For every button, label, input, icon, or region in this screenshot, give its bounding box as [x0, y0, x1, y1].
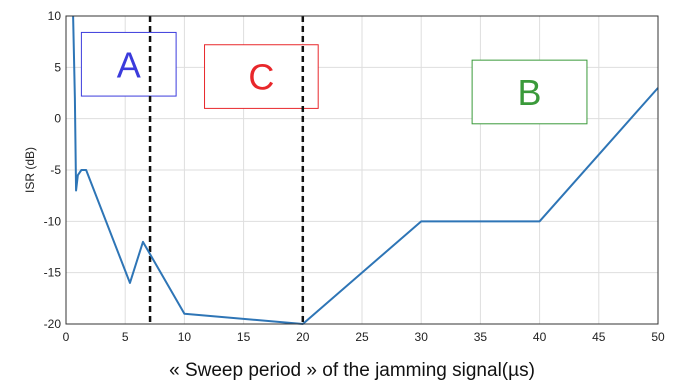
- x-tick-label: 25: [355, 330, 369, 344]
- isr-series-line: [72, 15, 659, 325]
- x-tick-label: 5: [122, 330, 129, 344]
- y-tick-label: -15: [44, 266, 62, 280]
- x-tick-label: 20: [296, 330, 310, 344]
- x-axis-label: « Sweep period » of the jamming signal(µ…: [169, 360, 535, 381]
- y-tick-label: 5: [54, 60, 61, 74]
- region-a-label: A: [117, 44, 141, 85]
- x-tick-label: 45: [592, 330, 606, 344]
- region-b-label: B: [518, 72, 542, 113]
- plot-frame: [65, 15, 659, 325]
- x-tick-label: 30: [415, 330, 429, 344]
- y-tick-label: -20: [44, 317, 62, 331]
- x-tick-label: 0: [63, 330, 70, 344]
- y-tick-label: 0: [54, 112, 61, 126]
- region-a-box: [80, 31, 177, 97]
- x-tick-label: 50: [651, 330, 665, 344]
- region-c-label: C: [248, 57, 274, 98]
- y-tick-label: -5: [50, 163, 61, 177]
- x-tick-label: 35: [474, 330, 488, 344]
- x-tick-label: 15: [237, 330, 251, 344]
- y-axis-label: ISR (dB): [23, 147, 37, 193]
- region-boundaries: [148, 16, 305, 324]
- y-tick-label: -10: [44, 214, 62, 228]
- x-tick-label: 10: [178, 330, 192, 344]
- x-tick-label: 40: [533, 330, 547, 344]
- series-layer: [72, 15, 659, 325]
- region-b-box: [471, 59, 588, 125]
- region-c-box: [204, 44, 319, 109]
- y-tick-label: 10: [48, 9, 62, 23]
